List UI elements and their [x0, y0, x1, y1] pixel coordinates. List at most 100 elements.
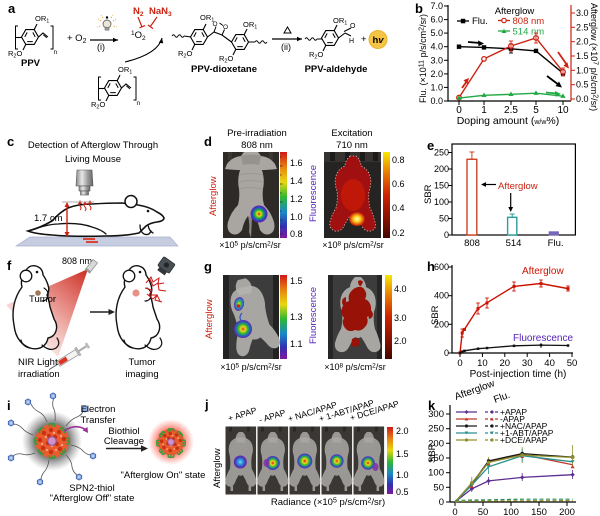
svg-text:0.4: 0.4 [392, 203, 405, 213]
svg-text:×105 p/s/cm2/sr: ×105 p/s/cm2/sr [220, 362, 282, 372]
svg-text:Flu. (×1011 p/s/cm2/sr): Flu. (×1011 p/s/cm2/sr) [418, 14, 428, 103]
svg-text:100: 100 [434, 197, 449, 207]
svg-text:Pre-irradiation: Pre-irradiation [227, 128, 287, 139]
svg-text:150: 150 [428, 453, 444, 464]
svg-text:SBR: SBR [430, 305, 441, 325]
svg-text:OR1: OR1 [243, 20, 257, 31]
svg-text:50: 50 [433, 482, 444, 493]
svg-text:0.5: 0.5 [576, 80, 589, 90]
svg-text:1.2: 1.2 [290, 194, 303, 204]
svg-text:+APAP: +APAP [500, 407, 527, 417]
svg-text:200: 200 [559, 507, 575, 516]
svg-text:+NAC/APAP: +NAC/APAP [500, 421, 548, 431]
svg-text:0.2: 0.2 [392, 228, 405, 238]
svg-text:514: 514 [506, 238, 522, 249]
svg-text:"Afterglow On" state: "Afterglow On" state [121, 470, 206, 481]
svg-text:Afterglow: Afterglow [208, 176, 219, 216]
svg-text:PPV-dioxetane: PPV-dioxetane [191, 64, 257, 75]
svg-text:Flu.: Flu. [548, 238, 564, 249]
svg-text:1: 1 [481, 105, 487, 116]
svg-text:0.8: 0.8 [290, 229, 303, 239]
svg-text:200: 200 [434, 319, 449, 329]
svg-text:1.1: 1.1 [290, 339, 303, 349]
svg-text:Living Mouse: Living Mouse [65, 154, 121, 165]
svg-text:R2O: R2O [219, 54, 233, 65]
svg-text:3.0: 3.0 [430, 55, 443, 65]
svg-text:10: 10 [477, 358, 488, 369]
svg-text:irradiation: irradiation [18, 369, 60, 380]
svg-text:Tumor: Tumor [29, 294, 56, 305]
svg-text:0: 0 [444, 348, 449, 358]
svg-text:0.8: 0.8 [392, 155, 405, 165]
svg-text:Afterglow: Afterglow [498, 181, 538, 192]
svg-text:400: 400 [434, 291, 449, 301]
svg-text:+DCE/APAP: +DCE/APAP [500, 435, 548, 445]
svg-text:Doping amount (w/w%): Doping amount (w/w%) [457, 115, 560, 127]
svg-text:0: 0 [452, 507, 457, 516]
svg-text:O: O [213, 21, 218, 28]
svg-text:0.6: 0.6 [392, 179, 405, 189]
svg-text:OR1: OR1 [333, 16, 347, 27]
svg-text:20: 20 [500, 358, 511, 369]
svg-text:Biothiol: Biothiol [108, 426, 139, 437]
svg-text:- APAP: - APAP [258, 407, 287, 425]
svg-text:1O2: 1O2 [131, 30, 146, 42]
svg-text:2.0: 2.0 [430, 69, 443, 79]
svg-text:1.0: 1.0 [396, 470, 409, 480]
svg-text:0.5: 0.5 [396, 487, 409, 497]
svg-text:NaN3: NaN3 [149, 6, 172, 18]
svg-text:808 nm: 808 nm [513, 16, 545, 27]
svg-text:+ O2: + O2 [67, 33, 87, 45]
svg-text:SBR: SBR [427, 443, 438, 463]
svg-text:7.0: 7.0 [430, 1, 443, 11]
svg-text:200: 200 [434, 164, 449, 174]
svg-text:Detection of Afterglow Through: Detection of Afterglow Through [28, 140, 158, 151]
svg-text:H: H [349, 38, 354, 45]
svg-text:300: 300 [428, 409, 444, 420]
svg-text:200: 200 [428, 438, 444, 449]
svg-text:Afterglow (×107 p/s/cm2/sr): Afterglow (×107 p/s/cm2/sr) [589, 3, 599, 111]
svg-text:SPN2-thiol: SPN2-thiol [69, 483, 114, 494]
svg-text:1.4: 1.4 [290, 176, 303, 186]
svg-text:1.0: 1.0 [576, 65, 589, 75]
svg-text:PPV-aldehyde: PPV-aldehyde [305, 64, 368, 75]
svg-text:1.0: 1.0 [290, 212, 303, 222]
svg-text:808: 808 [464, 238, 480, 249]
svg-text:0: 0 [439, 497, 444, 508]
svg-text:Afterglow: Afterglow [212, 448, 223, 488]
svg-text:Fluorescence: Fluorescence [513, 333, 573, 344]
svg-text:NIR Light: NIR Light [18, 357, 58, 368]
svg-text:Transfer: Transfer [80, 415, 115, 426]
svg-text:O: O [223, 24, 228, 31]
svg-text:SBR: SBR [423, 184, 434, 204]
svg-text:150: 150 [434, 181, 449, 191]
svg-text:0.0: 0.0 [576, 94, 589, 104]
svg-text:808 nm: 808 nm [241, 140, 273, 151]
svg-text:Flu.: Flu. [492, 390, 511, 406]
svg-text:"Afterglow Off" state: "Afterglow Off" state [50, 493, 135, 504]
svg-text:hv: hv [372, 35, 384, 46]
svg-text:1.7 cm: 1.7 cm [34, 213, 63, 224]
svg-text:4.0: 4.0 [394, 284, 407, 294]
svg-text:2.0: 2.0 [394, 336, 407, 346]
svg-text:Afterglow: Afterglow [522, 266, 564, 277]
svg-text:OR1: OR1 [200, 13, 214, 24]
svg-text:1.0: 1.0 [430, 82, 443, 92]
svg-text:Tumor: Tumor [128, 357, 155, 368]
svg-text:Excitation: Excitation [331, 128, 372, 139]
svg-text:1.5: 1.5 [290, 276, 303, 286]
svg-text:2.0: 2.0 [576, 37, 589, 47]
svg-text:40: 40 [544, 358, 555, 369]
svg-text:PPV: PPV [21, 58, 41, 69]
svg-text:4.0: 4.0 [430, 42, 443, 52]
svg-text:Afterglow: Afterglow [204, 299, 215, 339]
svg-text:+ APAP: + APAP [227, 405, 258, 423]
svg-text:250: 250 [428, 424, 444, 435]
svg-text:Flu.: Flu. [472, 16, 488, 27]
svg-text:808 nm: 808 nm [62, 256, 92, 266]
svg-text:0: 0 [456, 105, 462, 116]
svg-text:R2O: R2O [178, 49, 192, 60]
svg-text:N2: N2 [133, 6, 144, 18]
svg-text:1.6: 1.6 [290, 158, 303, 168]
svg-text:5.0: 5.0 [430, 28, 443, 38]
